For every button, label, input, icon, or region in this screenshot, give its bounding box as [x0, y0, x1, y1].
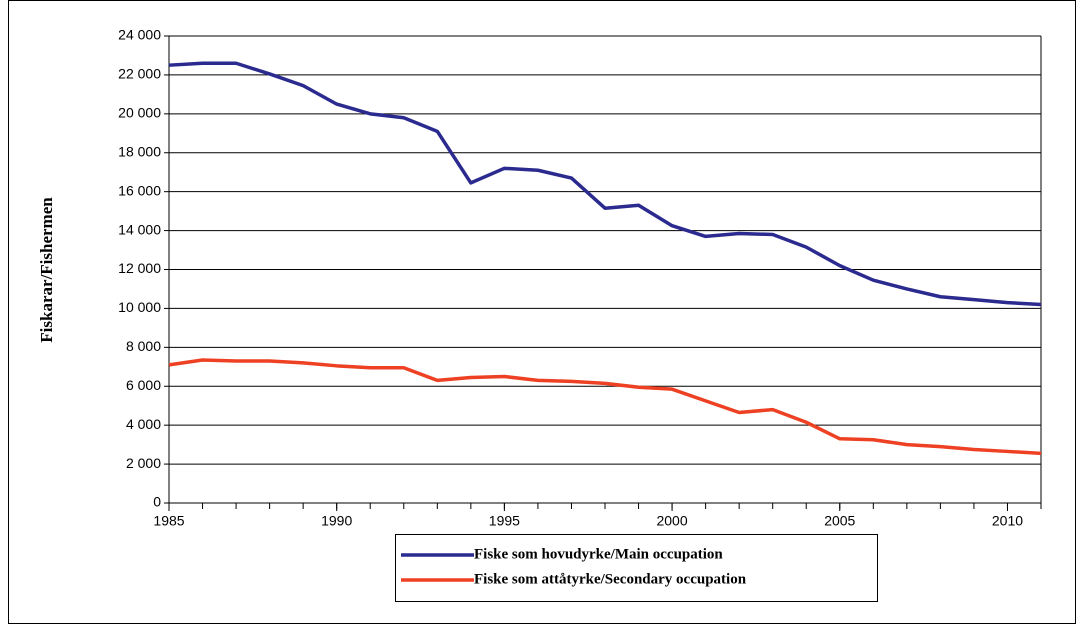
x-tick-label: 2005 [824, 513, 855, 529]
y-tick-label: 6 000 [126, 377, 161, 393]
frame [8, 0, 1076, 624]
x-tick-label: 2010 [992, 513, 1023, 529]
y-tick-label: 22 000 [118, 66, 161, 82]
y-tick-label: 2 000 [126, 455, 161, 471]
y-tick-label: 4 000 [126, 416, 161, 432]
y-axis-label: Fiskarar/Fishermen [37, 197, 56, 343]
series-line [168, 358, 1042, 456]
legend-label: Fiske som attåtyrke/Secondary occupation [474, 571, 747, 587]
y-tick-label: 12 000 [118, 260, 161, 276]
y-tick-label: 0 [153, 494, 161, 510]
x-tick-label: 1995 [489, 513, 520, 529]
y-tick-label: 18 000 [118, 143, 161, 159]
legend [395, 534, 878, 602]
y-tick-label: 14 000 [118, 221, 161, 237]
y-tick-label: 10 000 [118, 299, 161, 315]
y-tick-label: 20 000 [118, 105, 161, 121]
y-tick-label: 16 000 [118, 182, 161, 198]
legend-label: Fiske som hovudyrke/Main occupation [474, 546, 723, 562]
y-tick-label: 24 000 [118, 27, 161, 43]
series-line [168, 61, 1042, 307]
y-tick-label: 8 000 [126, 338, 161, 354]
x-tick-label: 1990 [321, 513, 352, 529]
x-tick-label: 1985 [153, 513, 184, 529]
x-tick-label: 2000 [656, 513, 687, 529]
